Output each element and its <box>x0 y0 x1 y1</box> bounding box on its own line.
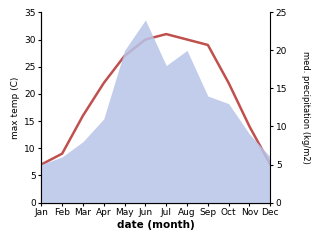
X-axis label: date (month): date (month) <box>117 220 195 230</box>
Y-axis label: med. precipitation (kg/m2): med. precipitation (kg/m2) <box>301 51 310 164</box>
Y-axis label: max temp (C): max temp (C) <box>11 76 20 139</box>
